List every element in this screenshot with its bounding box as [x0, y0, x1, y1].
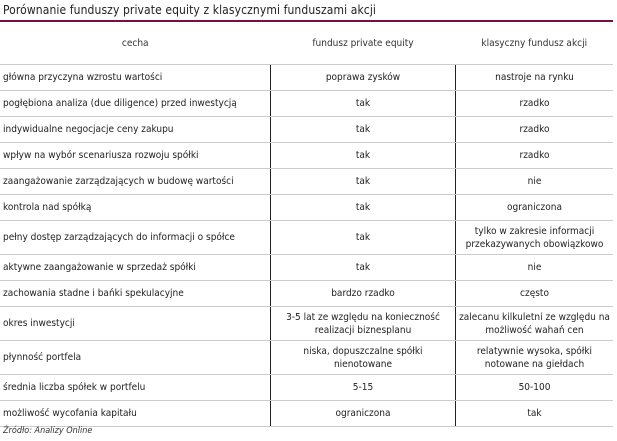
cell-feature: zaangażowanie zarządzających w budowę wa…: [0, 168, 271, 195]
header-feature: cecha: [0, 22, 271, 65]
cell-feature: indywidualne negocjacje ceny zakupu: [0, 116, 271, 143]
cell-private-equity: tak: [270, 168, 456, 195]
table-row: zachowania stadne i bańki spekulacyjne ba…: [0, 280, 613, 307]
cell-classic-fund: nastroje na rynku: [455, 64, 613, 91]
cell-classic-fund: nie: [455, 254, 613, 281]
table-row: pogłębiona analiza (due diligence) przed…: [0, 90, 613, 117]
cell-feature: średnia liczba spółek w portfelu: [0, 374, 271, 401]
cell-private-equity: bardzo rzadko: [270, 280, 456, 307]
table-row: okres inwestycji 3-5 lat ze względu na ko…: [0, 306, 613, 341]
cell-classic-fund: 50-100: [455, 374, 613, 401]
cell-private-equity: tak: [270, 90, 456, 117]
table-row: średnia liczba spółek w portfelu 5-15 50-1…: [0, 374, 613, 401]
cell-feature: pogłębiona analiza (due diligence) przed…: [0, 90, 271, 117]
cell-private-equity: ograniczona: [270, 400, 456, 427]
cell-classic-fund: ograniczona: [455, 194, 613, 221]
table-row: wpływ na wybór scenariusza rozwoju spółk…: [0, 142, 613, 169]
cell-private-equity: tak: [270, 142, 456, 169]
cell-private-equity: 5-15: [270, 374, 456, 401]
table-row: pełny dostęp zarządzających do informacj…: [0, 220, 613, 255]
cell-private-equity: tak: [270, 220, 456, 255]
cell-classic-fund: tak: [455, 400, 613, 427]
cell-feature: kontrola nad spółką: [0, 194, 271, 221]
cell-classic-fund: zalecanu kilkuletni ze względu na możliw…: [455, 306, 613, 341]
header-private-equity: fundusz private equity: [270, 22, 456, 65]
cell-classic-fund: relatywnie wysoka, spółki notowane na gi…: [455, 340, 613, 375]
cell-feature: okres inwestycji: [0, 306, 271, 341]
cell-private-equity: tak: [270, 254, 456, 281]
title-divider: [0, 20, 613, 22]
header-row: cecha fundusz private equity klasyczny f…: [0, 22, 613, 65]
cell-feature: możliwość wycofania kapitału: [0, 400, 271, 427]
cell-feature: aktywne zaangażowanie w sprzedaż spółki: [0, 254, 271, 281]
cell-feature: wpływ na wybór scenariusza rozwoju spółk…: [0, 142, 271, 169]
cell-classic-fund: tylko w zakresie informacji przekazywany…: [455, 220, 613, 255]
cell-classic-fund: nie: [455, 168, 613, 195]
cell-feature: główna przyczyna wzrostu wartości: [0, 64, 271, 91]
table-row: możliwość wycofania kapitału ograniczona t…: [0, 400, 613, 427]
table-row: zaangażowanie zarządzających w budowę wa…: [0, 168, 613, 195]
cell-private-equity: poprawa zysków: [270, 64, 456, 91]
comparison-table: cecha fundusz private equity klasyczny f…: [0, 22, 613, 427]
cell-private-equity: tak: [270, 116, 456, 143]
cell-feature: zachowania stadne i bańki spekulacyjne: [0, 280, 271, 307]
cell-private-equity: niska, dopuszczalne spółki nienotowane: [270, 340, 456, 375]
cell-classic-fund: często: [455, 280, 613, 307]
table-row: płynność portfela niska, dopuszczalne spó…: [0, 340, 613, 375]
source-note: Źródło: Analizy Online: [3, 426, 93, 436]
cell-feature: płynność portfela: [0, 340, 271, 375]
cell-classic-fund: rzadko: [455, 90, 613, 117]
cell-private-equity: tak: [270, 194, 456, 221]
cell-feature: pełny dostęp zarządzających do informacj…: [0, 220, 271, 255]
header-classic-fund: klasyczny fundusz akcji: [455, 22, 613, 65]
cell-classic-fund: rzadko: [455, 116, 613, 143]
table-title: Porównanie funduszy private equity z kla…: [3, 3, 377, 17]
table-row: indywidualne negocjacje ceny zakupu tak rz…: [0, 116, 613, 143]
cell-classic-fund: rzadko: [455, 142, 613, 169]
table-row: aktywne zaangażowanie w sprzedaż spółki t…: [0, 254, 613, 281]
table-row: kontrola nad spółką tak ograniczona: [0, 194, 613, 221]
cell-private-equity: 3-5 lat ze względu na konieczność realiz…: [270, 306, 456, 341]
table-row: główna przyczyna wzrostu wartości poprawa…: [0, 64, 613, 91]
